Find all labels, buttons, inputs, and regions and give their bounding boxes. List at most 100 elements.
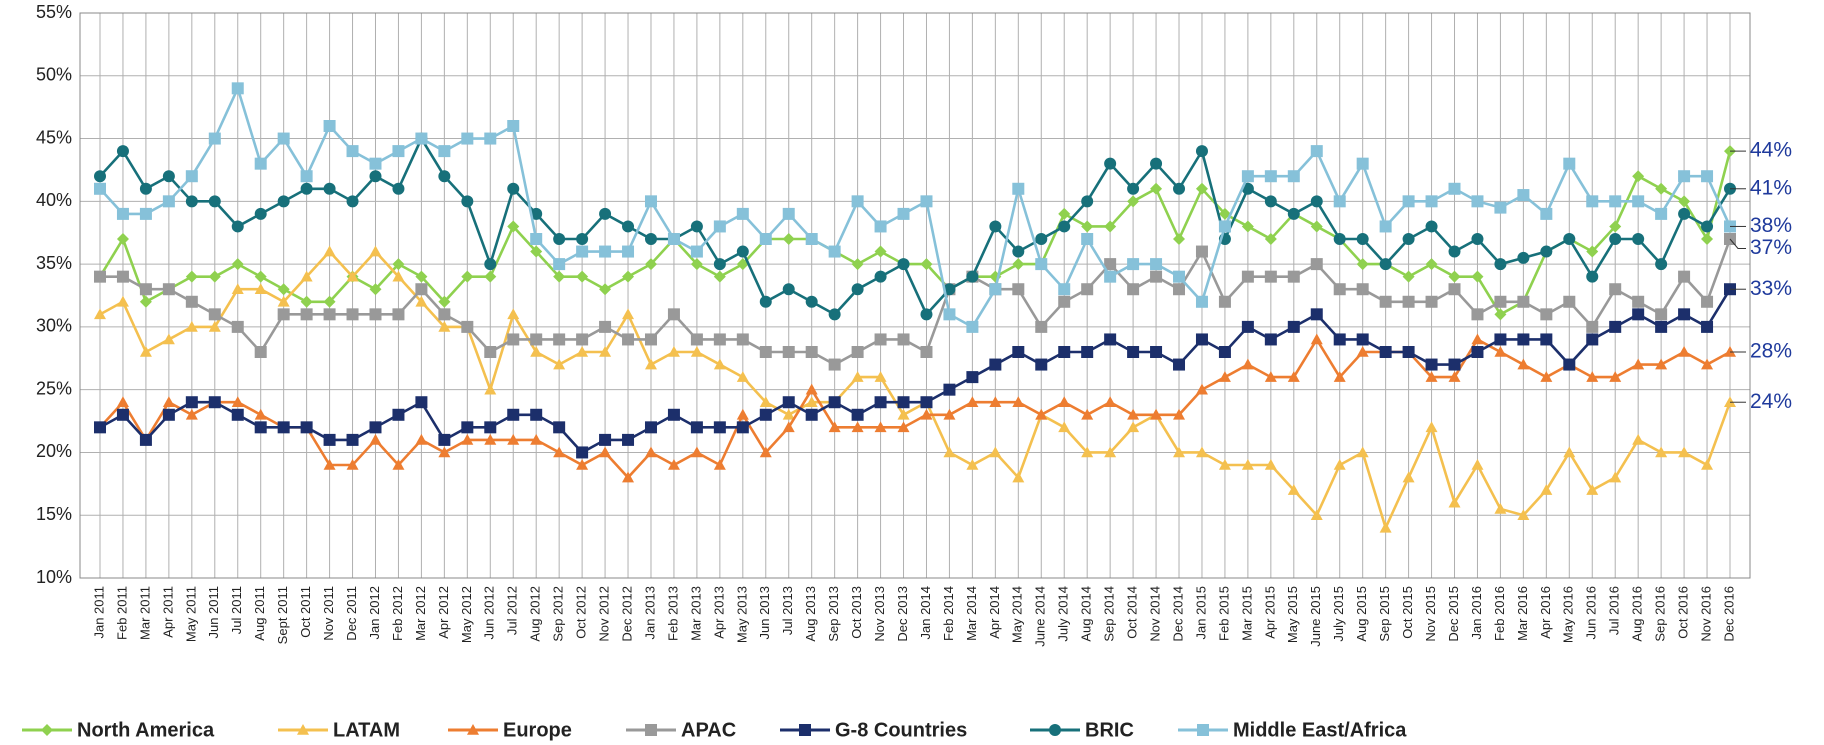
end-label: 33% <box>1750 277 1792 300</box>
marker <box>667 346 680 357</box>
marker <box>208 270 221 283</box>
marker <box>1448 283 1461 296</box>
end-label: 44% <box>1750 139 1792 162</box>
marker <box>346 270 359 282</box>
marker <box>1425 358 1438 371</box>
marker <box>920 346 933 358</box>
marker <box>828 421 841 433</box>
marker <box>1012 396 1025 408</box>
marker <box>1379 258 1392 271</box>
marker <box>1448 245 1461 258</box>
legend-marker <box>799 724 811 736</box>
marker <box>208 132 221 145</box>
marker <box>1356 283 1369 296</box>
legend-item: Middle East/Africa <box>1178 719 1407 741</box>
marker <box>438 308 451 321</box>
marker <box>1333 233 1346 245</box>
marker <box>530 408 543 421</box>
legend-label: Europe <box>503 719 572 741</box>
end-label: 24% <box>1750 390 1792 413</box>
marker <box>1287 270 1300 283</box>
marker <box>116 408 129 421</box>
marker <box>805 346 818 358</box>
marker <box>1540 484 1553 495</box>
marker <box>300 182 313 195</box>
marker <box>530 245 543 258</box>
x-tick-label: Feb 2013 <box>665 586 680 641</box>
marker <box>989 396 1002 408</box>
marker <box>1517 295 1530 308</box>
marker <box>1402 295 1415 308</box>
marker <box>1287 484 1300 495</box>
marker <box>116 207 129 220</box>
marker <box>759 446 772 458</box>
marker <box>1448 270 1461 283</box>
series <box>94 82 1736 333</box>
marker <box>507 120 520 132</box>
x-tick-label: Apr 2011 <box>160 586 175 638</box>
marker <box>530 346 543 357</box>
marker <box>231 258 244 271</box>
marker <box>851 408 864 421</box>
x-tick-label: Jan 2012 <box>367 586 382 640</box>
marker <box>438 145 451 158</box>
marker <box>185 295 198 308</box>
x-tick-label: May 2015 <box>1285 586 1300 643</box>
x-tick-label: Oct 2011 <box>298 586 313 638</box>
marker <box>713 270 726 283</box>
legend-item: BRIC <box>1030 719 1134 741</box>
marker <box>622 333 635 346</box>
x-tick-label: May 2016 <box>1561 586 1576 643</box>
legend-item: G-8 Countries <box>780 719 967 741</box>
marker <box>1609 320 1622 333</box>
marker <box>1173 408 1186 420</box>
marker <box>1195 245 1208 258</box>
marker <box>1701 295 1714 308</box>
marker <box>1609 220 1622 233</box>
marker <box>1655 308 1668 321</box>
legend-marker <box>1049 724 1061 736</box>
marker <box>94 170 106 183</box>
x-tick-label: July 2015 <box>1331 586 1346 642</box>
y-tick-label: 40% <box>36 190 72 210</box>
marker <box>139 433 152 446</box>
marker <box>897 396 910 409</box>
end-label: 41% <box>1750 176 1792 199</box>
marker <box>185 408 198 420</box>
marker <box>690 346 703 357</box>
marker <box>94 270 106 283</box>
x-tick-label: Apr 2012 <box>436 586 451 639</box>
marker <box>1310 258 1323 271</box>
marker <box>277 295 290 307</box>
marker <box>461 132 474 145</box>
marker <box>874 220 887 233</box>
marker <box>622 471 635 483</box>
marker <box>1448 371 1461 382</box>
marker <box>1104 157 1117 170</box>
series <box>94 283 1736 459</box>
marker <box>1563 446 1576 458</box>
marker <box>644 358 657 370</box>
marker <box>1333 459 1346 470</box>
marker <box>713 421 726 434</box>
marker <box>461 195 474 208</box>
marker <box>277 132 290 145</box>
marker <box>805 408 818 421</box>
legend-marker <box>1197 724 1209 736</box>
legend-item: APAC <box>626 719 736 741</box>
marker <box>1379 295 1392 308</box>
marker <box>576 446 589 459</box>
marker <box>644 258 657 271</box>
x-tick-label: Aug 2015 <box>1354 586 1369 642</box>
x-tick-label: Jan 2016 <box>1469 586 1484 640</box>
y-tick-label: 35% <box>36 253 72 273</box>
marker <box>920 396 933 409</box>
marker <box>1264 270 1277 283</box>
marker <box>1655 358 1668 370</box>
legend-label: BRIC <box>1085 719 1134 741</box>
marker <box>1540 308 1553 321</box>
marker <box>943 308 956 321</box>
marker <box>415 132 428 145</box>
x-tick-label: Oct 2012 <box>574 586 589 639</box>
marker <box>300 421 313 434</box>
